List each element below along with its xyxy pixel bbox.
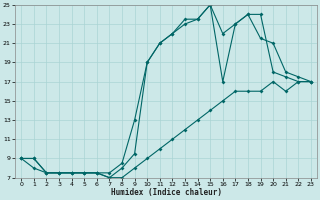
X-axis label: Humidex (Indice chaleur): Humidex (Indice chaleur) <box>111 188 221 197</box>
